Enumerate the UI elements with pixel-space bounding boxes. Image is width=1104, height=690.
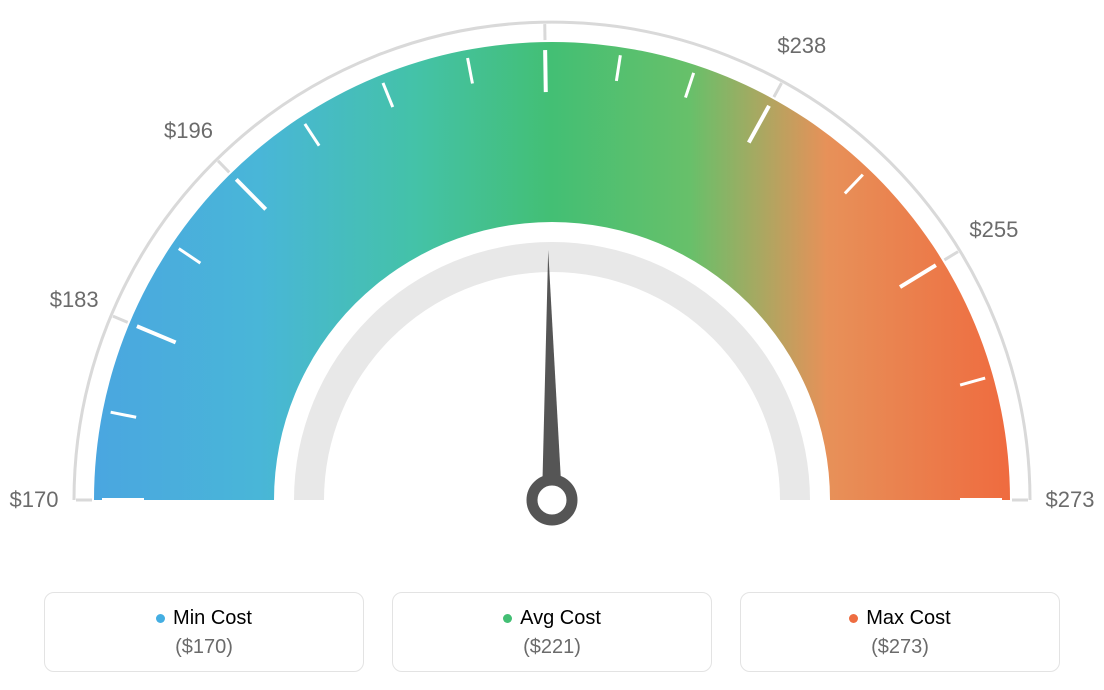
gauge-svg xyxy=(0,0,1104,560)
legend-title-text: Avg Cost xyxy=(520,607,601,630)
legend-card-min: Min Cost ($170) xyxy=(44,592,364,672)
legend-row: Min Cost ($170) Avg Cost ($221) Max Cost… xyxy=(0,592,1104,672)
legend-value-max: ($273) xyxy=(751,636,1049,659)
legend-title-min: Min Cost xyxy=(156,607,252,630)
legend-value-avg: ($221) xyxy=(403,636,701,659)
legend-title-text: Max Cost xyxy=(866,607,950,630)
legend-title-max: Max Cost xyxy=(849,607,950,630)
legend-value-min: ($170) xyxy=(55,636,353,659)
gauge-tick-label: $255 xyxy=(969,217,1018,243)
gauge-tick-label: $183 xyxy=(50,287,99,313)
legend-card-max: Max Cost ($273) xyxy=(740,592,1060,672)
gauge-tick-label: $238 xyxy=(777,33,826,59)
legend-card-avg: Avg Cost ($221) xyxy=(392,592,712,672)
gauge-chart: $170$183$196$221$238$255$273 xyxy=(0,0,1104,560)
dot-icon xyxy=(156,614,165,623)
legend-title-text: Min Cost xyxy=(173,607,252,630)
gauge-tick-label: $170 xyxy=(10,487,59,513)
dot-icon xyxy=(849,614,858,623)
dot-icon xyxy=(503,614,512,623)
gauge-tick-label: $273 xyxy=(1046,487,1095,513)
legend-title-avg: Avg Cost xyxy=(503,607,601,630)
gauge-tick-label: $196 xyxy=(164,118,213,144)
